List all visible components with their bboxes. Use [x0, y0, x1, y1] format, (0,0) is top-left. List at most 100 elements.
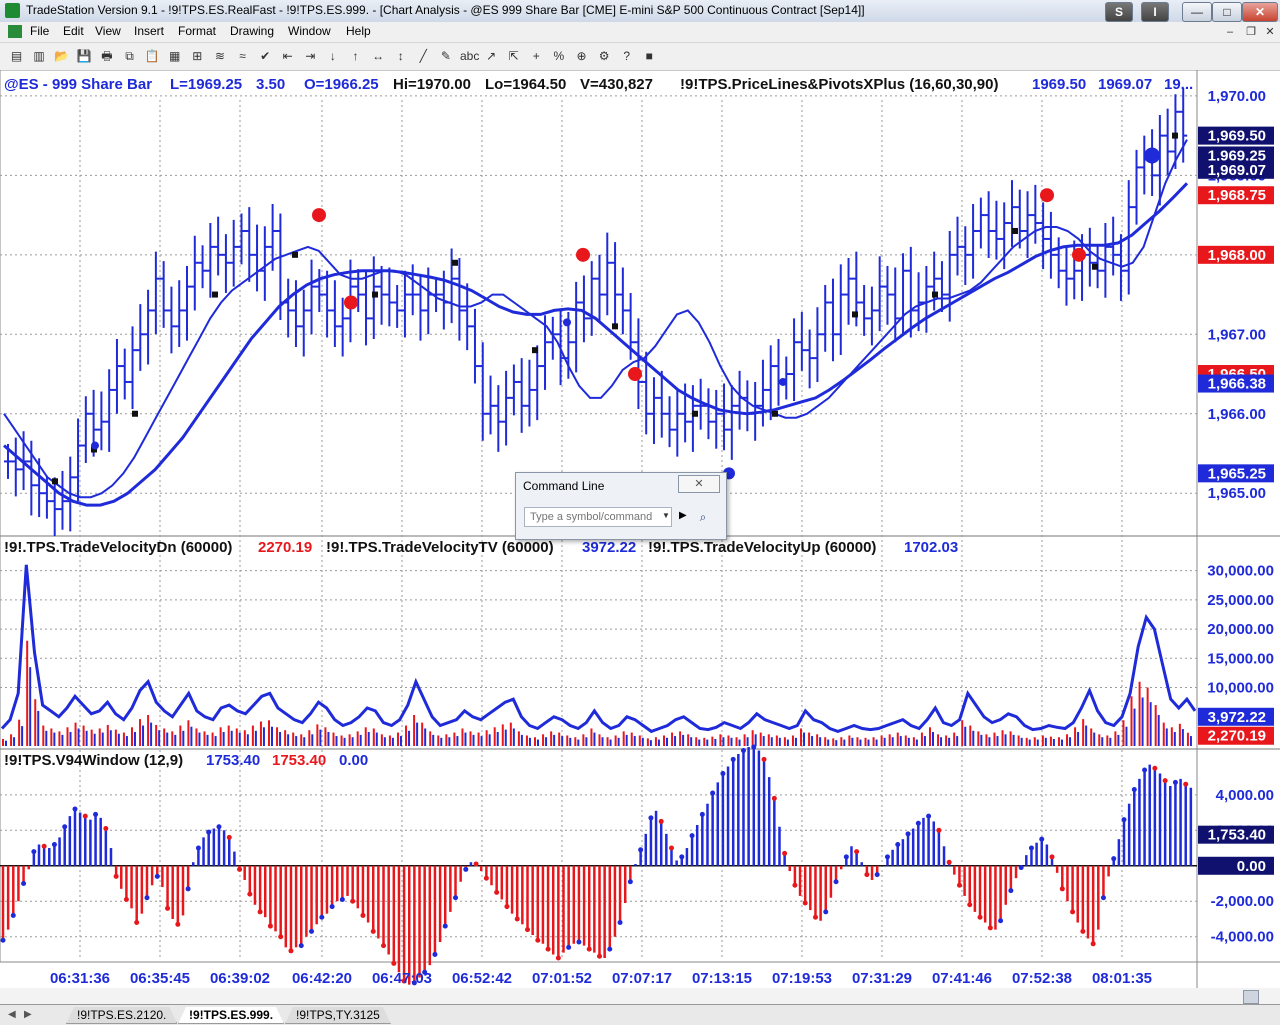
menu-format[interactable]: Format	[178, 24, 217, 38]
window-title: TradeStation Version 9.1 - !9!TPS.ES.Rea…	[26, 3, 865, 17]
menu-window[interactable]: Window	[288, 24, 331, 38]
tab-prev-icon[interactable]: ◀	[8, 1009, 16, 1020]
price-bar	[969, 203, 978, 279]
menu-view[interactable]: View	[95, 24, 121, 38]
scrollbar-thumb[interactable]	[1243, 990, 1259, 1004]
mdi-close-button[interactable]: ✕	[1265, 26, 1275, 38]
tab-next-icon[interactable]: ▶	[24, 1009, 32, 1020]
menu-edit[interactable]: Edit	[63, 24, 84, 38]
percent-icon[interactable]: %	[553, 49, 565, 63]
tab-es-999[interactable]: !9!TPS.ES.999.	[178, 1007, 284, 1024]
price-bar	[253, 224, 262, 292]
v94-dot	[247, 891, 253, 897]
pointer-icon[interactable]: ⇱	[508, 49, 519, 63]
scroll-right-icon[interactable]: ⇥	[305, 49, 316, 63]
price-bar	[455, 258, 464, 341]
maximize-button[interactable]: □	[1212, 2, 1242, 22]
minimize-button[interactable]: —	[1182, 2, 1212, 22]
price-bar	[790, 318, 799, 402]
v94-dot	[833, 879, 839, 885]
v94-dot	[751, 744, 757, 750]
indicator-icon[interactable]: ≋	[214, 49, 225, 63]
print-icon[interactable]: 🖶	[101, 49, 113, 63]
strategy-icon[interactable]: ≈	[239, 49, 246, 63]
horizontal-line-icon[interactable]: ↔	[372, 49, 385, 63]
price-badge-label: 1,966.38	[1208, 376, 1266, 393]
down-arrow-icon[interactable]: ↓	[329, 49, 336, 63]
menu-help[interactable]: Help	[346, 24, 371, 38]
price-bar	[105, 369, 114, 452]
v94-dot	[936, 827, 942, 833]
price-bar	[688, 385, 697, 452]
chevron-down-icon[interactable]: ▼	[662, 511, 670, 520]
search-icon[interactable]: ⌕	[699, 510, 707, 524]
price-badge-label: 1,969.07	[1208, 162, 1266, 179]
v94-dot	[381, 943, 387, 949]
check-icon[interactable]: ✔	[260, 49, 271, 63]
crosshair-icon[interactable]: +	[532, 49, 540, 63]
new-chart-icon[interactable]: ▤	[10, 49, 23, 63]
up-arrow-icon[interactable]: ↑	[352, 49, 359, 63]
tab-es-2120[interactable]: !9!TPS.ES.2120.	[66, 1007, 177, 1024]
trendline-icon[interactable]: ╱	[419, 49, 427, 63]
open-folder-icon[interactable]: 📂	[54, 49, 70, 63]
color-icon[interactable]: ■	[645, 49, 653, 63]
zoom-icon[interactable]: ⊕	[576, 49, 587, 63]
command-line-window[interactable]: Command Line ✕ ▼ ▶ ⌕	[515, 472, 727, 540]
v94-dot	[854, 849, 860, 855]
open-icon[interactable]: ▥	[33, 49, 45, 63]
v94-dot	[1142, 767, 1148, 773]
scroll-left-icon[interactable]: ⇤	[282, 49, 293, 63]
i-button[interactable]: I	[1141, 2, 1169, 22]
v94-dot	[411, 980, 417, 986]
v94-dot	[453, 895, 459, 901]
close-button[interactable]: ✕	[1242, 2, 1278, 22]
price-bar	[1007, 180, 1016, 247]
v94-dot	[998, 918, 1004, 924]
price-badge	[1198, 126, 1274, 145]
vertical-line-icon[interactable]: ↕	[397, 49, 404, 63]
v94-dot	[597, 953, 602, 959]
velocity-tv-line	[0, 564, 1197, 734]
settings-icon[interactable]: ⚙	[598, 49, 610, 63]
go-icon[interactable]: ▶	[679, 510, 687, 521]
price-bar	[758, 359, 767, 427]
v94-dot	[494, 889, 500, 895]
command-input[interactable]	[524, 507, 672, 527]
command-line-close-button[interactable]: ✕	[678, 475, 720, 493]
mdi-minimize-button[interactable]: –	[1226, 26, 1234, 38]
v94-dot	[1059, 886, 1065, 892]
menu-file[interactable]: File	[30, 24, 50, 38]
v94-dot	[1183, 781, 1189, 787]
paste-icon[interactable]: 📋	[144, 49, 160, 63]
grid-icon[interactable]: ⊞	[192, 49, 203, 63]
menu-insert[interactable]: Insert	[134, 24, 165, 38]
save-icon[interactable]: 💾	[76, 49, 92, 63]
pivot-marker	[452, 259, 458, 266]
price-bar	[50, 477, 59, 537]
arrow-icon[interactable]: ↗	[486, 49, 497, 63]
price-bar	[914, 272, 923, 332]
price-badge	[1198, 160, 1274, 179]
price-bar	[198, 245, 207, 289]
text-icon[interactable]: abc	[460, 49, 480, 63]
v94-value-1: 1753.40	[206, 752, 260, 769]
velocity-tick-label: 10,000.00	[1207, 680, 1274, 697]
price-bar	[338, 297, 347, 357]
s-button[interactable]: S	[1105, 2, 1133, 22]
help-icon[interactable]: ?	[623, 49, 631, 63]
chart-area[interactable]: 06:31:36 06:35:45 06:39:02 06:42:20 06:47:03…	[0, 70, 1280, 998]
blue-pivot-dot	[779, 377, 787, 386]
tab-ty-3125[interactable]: !9!TPS,TY.3125	[285, 1007, 391, 1024]
v94-dot	[72, 806, 78, 812]
copy-icon[interactable]: ⧉	[125, 49, 134, 63]
velocity-tv-value: 3972.22	[582, 539, 636, 556]
chart-window-icon[interactable]	[8, 25, 22, 38]
menu-drawing[interactable]: Drawing	[230, 24, 275, 38]
horizontal-scrollbar[interactable]	[0, 988, 1280, 1004]
mdi-restore-button[interactable]: ❐	[1246, 26, 1256, 38]
v94-dot	[309, 928, 315, 934]
workspace-icon[interactable]: ▦	[169, 49, 181, 63]
price-bar	[167, 286, 176, 354]
pencil-icon[interactable]: ✎	[440, 49, 451, 63]
